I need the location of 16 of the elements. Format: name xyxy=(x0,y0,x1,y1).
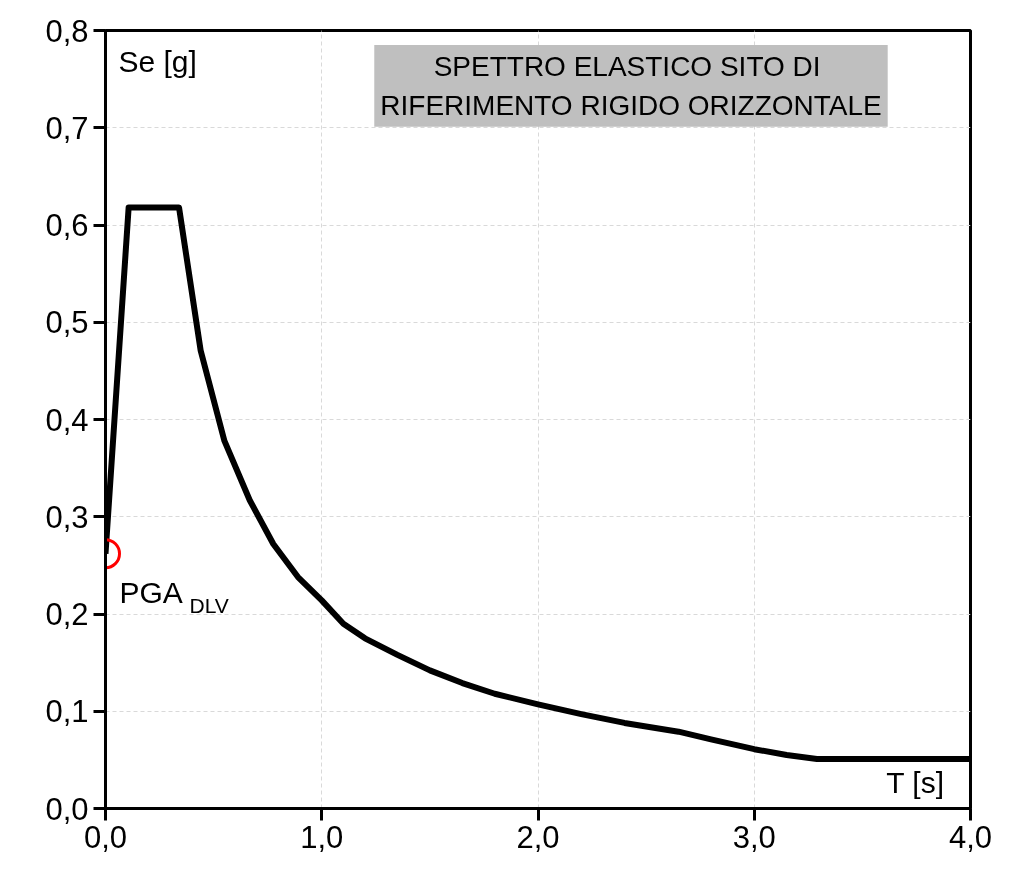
x-tick-label: 2,0 xyxy=(516,819,560,855)
y-axis-title: Se [g] xyxy=(118,45,197,79)
x-tick-label: 3,0 xyxy=(732,819,776,855)
x-tick-label: 4,0 xyxy=(948,819,993,855)
x-tick-label: 1,0 xyxy=(300,819,344,855)
y-tick-label: 0,8 xyxy=(45,13,89,49)
y-tick-label: 0,5 xyxy=(45,305,89,341)
y-tick-label: 0,2 xyxy=(45,597,89,632)
y-tick-label: 0,4 xyxy=(45,402,89,438)
text: SPETTRO ELASTICO SITO DI RIFERIMENTO RIGIDO ORIZZONTALE xyxy=(380,51,882,121)
x-axis-title: T [s] xyxy=(886,765,945,799)
y-tick-label: 0,7 xyxy=(45,110,89,146)
y-tick-label: 0,3 xyxy=(45,499,89,535)
y-tick-label: 0,6 xyxy=(45,208,89,243)
y-tick-label: 0,1 xyxy=(45,694,89,730)
annotation: PGA DLV xyxy=(119,575,229,617)
